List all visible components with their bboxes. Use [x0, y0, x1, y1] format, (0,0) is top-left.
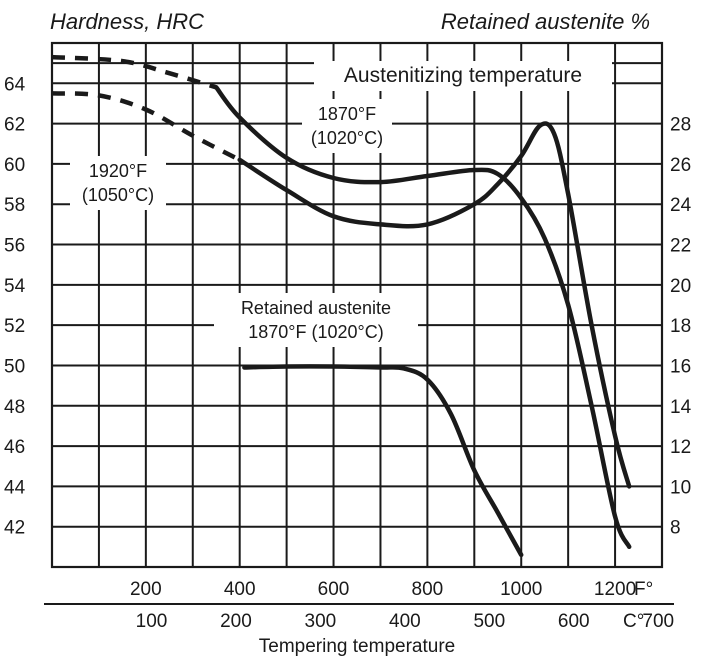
retained-austenite-label-line-0: Retained austenite — [241, 298, 391, 318]
austenite-tick: 10 — [670, 477, 691, 498]
x-unit-fahrenheit: F° — [634, 579, 653, 600]
plot-frame — [50, 41, 664, 569]
hardness-tick: 54 — [4, 276, 26, 297]
fahrenheit-tick: 1000 — [500, 579, 542, 600]
austenitizing-label-bg — [314, 61, 612, 91]
right-axis-title: Retained austenite % — [441, 9, 650, 34]
hardness-tick: 48 — [4, 397, 25, 418]
hardness-tick: 58 — [4, 195, 25, 216]
annotations: Austenitizing temperature 1870°F (1020°C) 1… — [70, 61, 612, 347]
retained-austenite-label-line-1: 1870°F (1020°C) — [248, 322, 383, 342]
austenite-tick: 26 — [670, 155, 691, 176]
hardness-tick: 62 — [4, 115, 25, 136]
austenite-tick: 20 — [670, 276, 691, 297]
celsius-tick: 400 — [389, 611, 421, 632]
hardness-tick: 44 — [4, 477, 26, 498]
austenitizing-label-line-0: Austenitizing temperature — [344, 64, 582, 87]
austenite-tick: 8 — [670, 518, 681, 539]
celsius-tick-labels: 100 200 300 400 500 600 700 — [136, 611, 674, 632]
curve-1870 — [213, 85, 632, 550]
curve-1870-dashed — [51, 54, 217, 90]
label-1870-line-0: 1870°F — [318, 104, 376, 124]
curve-1920-dashed — [51, 91, 241, 162]
hardness-tick: 64 — [4, 74, 26, 95]
hardness-tick: 50 — [4, 356, 25, 377]
celsius-tick: 100 — [136, 611, 168, 632]
celsius-tick: 700 — [642, 611, 674, 632]
left-axis-title: Hardness, HRC — [50, 9, 204, 34]
fahrenheit-tick: 400 — [224, 579, 256, 600]
fahrenheit-tick: 1200 — [594, 579, 636, 600]
label-1920-line-1: (1050°C) — [82, 185, 154, 205]
x-axis-title: Tempering temperature — [259, 636, 455, 657]
hardness-tick: 52 — [4, 316, 25, 337]
fahrenheit-tick-labels: 200 400 600 800 1000 1200 — [130, 579, 636, 600]
hardness-tick: 46 — [4, 437, 25, 458]
fahrenheit-tick: 800 — [412, 579, 444, 600]
x-unit-celsius: C° — [623, 611, 644, 632]
celsius-tick: 300 — [305, 611, 337, 632]
austenite-tick-labels: 28 26 24 22 20 18 16 14 12 10 8 — [670, 115, 692, 539]
label-1920-bg — [70, 156, 166, 210]
curves — [51, 54, 632, 558]
austenite-tick: 28 — [670, 115, 691, 136]
austenite-tick: 14 — [670, 397, 692, 418]
celsius-tick: 600 — [558, 611, 590, 632]
label-1920-line-0: 1920°F — [89, 161, 147, 181]
austenite-tick: 16 — [670, 356, 691, 377]
hardness-tick: 56 — [4, 236, 25, 257]
hardness-tick: 60 — [4, 155, 25, 176]
celsius-tick: 200 — [220, 611, 252, 632]
austenite-tick: 12 — [670, 437, 691, 458]
hardness-tick: 42 — [4, 518, 25, 539]
austenite-tick: 24 — [670, 195, 692, 216]
curve-retained-austenite — [242, 364, 524, 558]
austenite-tick: 18 — [670, 316, 691, 337]
hardness-tick-labels: 64 62 60 58 56 54 52 50 48 46 44 42 — [4, 74, 26, 538]
celsius-tick: 500 — [473, 611, 505, 632]
label-1870-line-1: (1020°C) — [311, 128, 383, 148]
curve-1920 — [237, 121, 632, 489]
label-1870-bg — [302, 99, 392, 153]
retained-austenite-label-bg — [214, 293, 418, 347]
fahrenheit-tick: 200 — [130, 579, 162, 600]
austenite-tick: 22 — [670, 236, 691, 257]
fahrenheit-tick: 600 — [318, 579, 350, 600]
